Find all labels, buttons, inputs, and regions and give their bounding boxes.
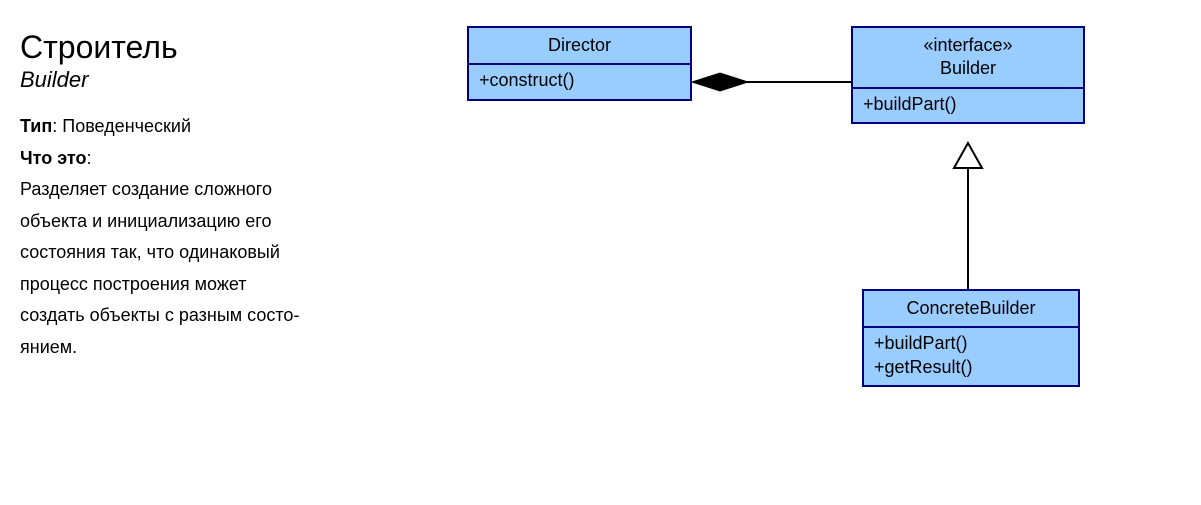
- uml-class-builder-title: Builder: [863, 57, 1073, 80]
- uml-method: +buildPart(): [874, 332, 1068, 355]
- uml-method: +construct(): [479, 69, 680, 92]
- uml-class-director: Director +construct(): [467, 26, 692, 101]
- uml-method: +buildPart(): [863, 93, 1073, 116]
- uml-class-director-body: +construct(): [469, 65, 690, 98]
- uml-class-builder-body: +buildPart(): [853, 89, 1083, 122]
- uml-class-builder: «interface» Builder +buildPart(): [851, 26, 1085, 124]
- uml-method: +getResult(): [874, 356, 1068, 379]
- aggregation-diamond-icon: [692, 73, 748, 91]
- uml-class-concrete-body: +buildPart() +getResult(): [864, 328, 1078, 385]
- uml-class-concrete: ConcreteBuilder +buildPart() +getResult(…: [862, 289, 1080, 387]
- uml-class-builder-header: «interface» Builder: [853, 28, 1083, 89]
- uml-class-concrete-title: ConcreteBuilder: [864, 291, 1078, 328]
- uml-stereotype: «interface»: [863, 34, 1073, 57]
- inheritance-triangle-icon: [954, 143, 982, 168]
- uml-diagram: Director +construct() «interface» Builde…: [0, 0, 1201, 505]
- uml-class-director-title: Director: [469, 28, 690, 65]
